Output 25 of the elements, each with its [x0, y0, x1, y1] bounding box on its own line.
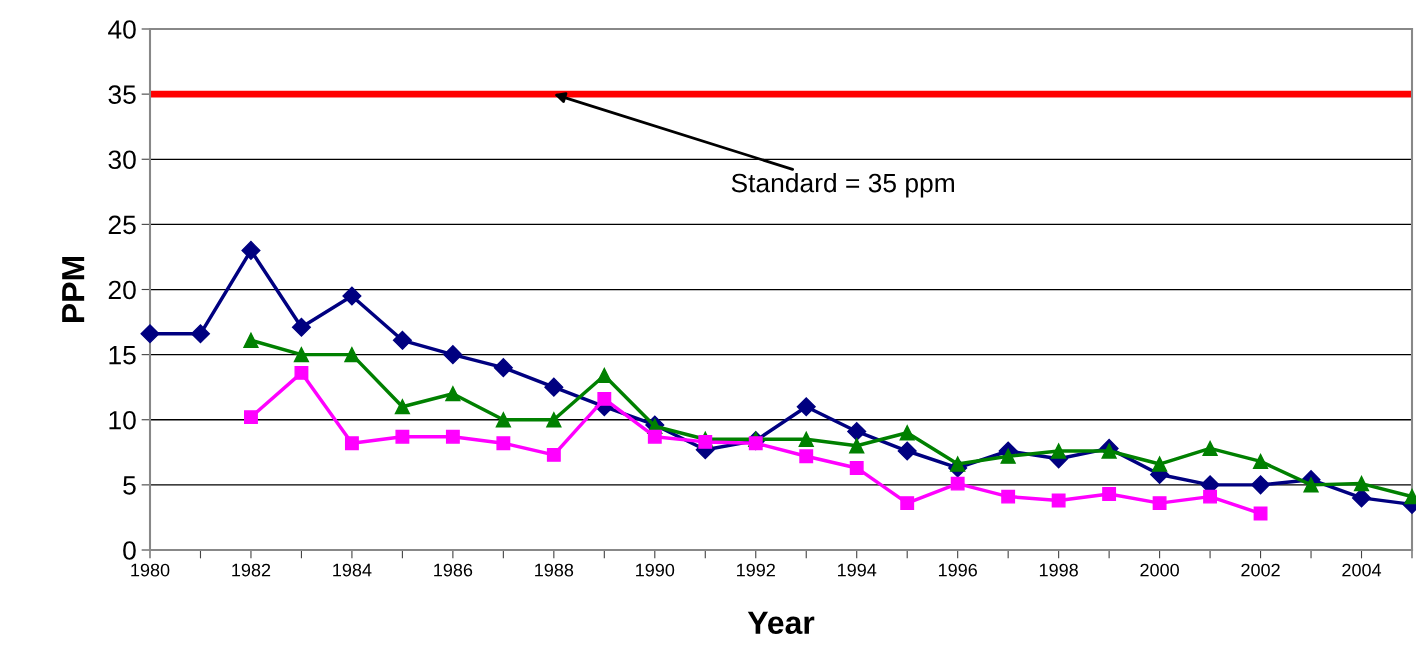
x-tick-label: 1990 — [636, 563, 675, 577]
y-tick-label: 15 — [109, 346, 136, 365]
y-tick-label: 10 — [109, 410, 136, 430]
y-tick-label: 20 — [108, 280, 136, 300]
x-tick-label: 2002 — [1241, 563, 1280, 577]
y-tick-label: 0 — [123, 541, 136, 560]
y-tick-label: 35 — [108, 85, 136, 104]
x-tick-label: 2004 — [1342, 563, 1382, 577]
x-tick-label: 1992 — [737, 563, 775, 577]
y-tick-label: 5 — [123, 476, 136, 495]
x-tick-label: 1984 — [333, 563, 372, 577]
x-tick-label: 1982 — [232, 563, 271, 577]
y-tick-label: 25 — [108, 215, 136, 235]
x-tick-label: 1988 — [535, 563, 574, 577]
x-tick-label: 2000 — [1140, 563, 1179, 577]
x-tick-label: 1994 — [838, 563, 877, 577]
y-tick-label: 40 — [108, 20, 136, 39]
x-tick-label: 1996 — [938, 563, 977, 577]
y-tick-label: 30 — [108, 150, 136, 170]
x-tick-label: 1986 — [434, 563, 473, 577]
x-axis-title: Year — [747, 611, 815, 635]
x-tick-label: 1998 — [1039, 563, 1078, 577]
x-tick-label: 1980 — [131, 563, 170, 577]
y-axis-title: PPM — [62, 257, 85, 322]
annotation: Standard = 35 ppm — [731, 173, 954, 198]
